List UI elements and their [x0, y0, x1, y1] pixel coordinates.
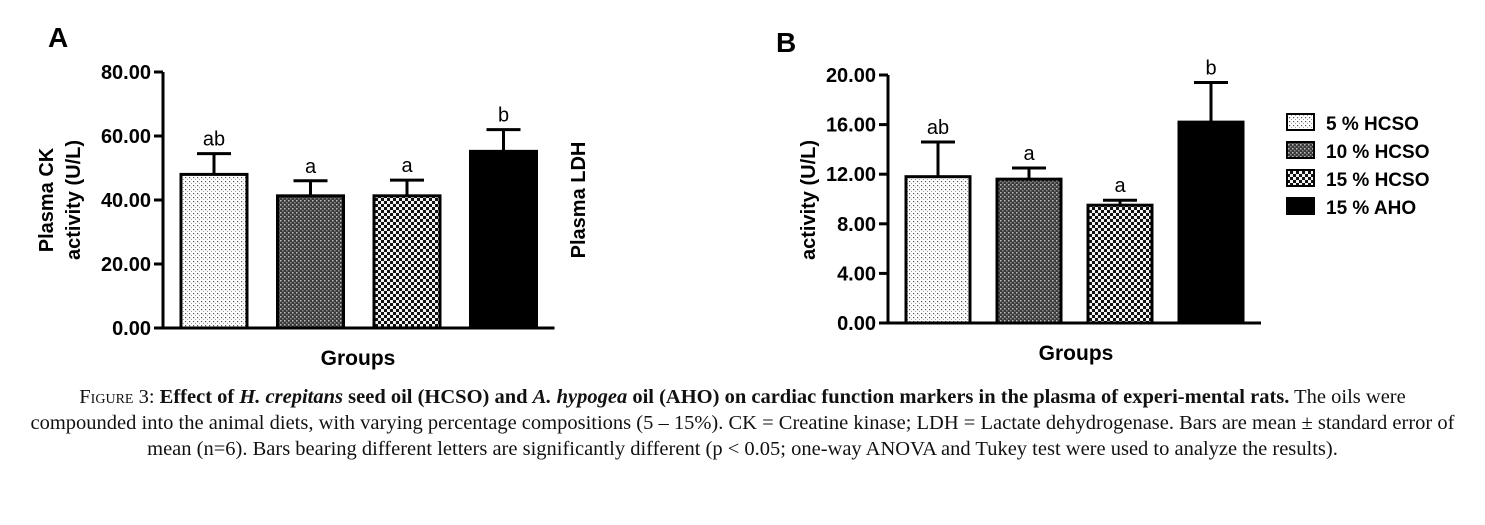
panel-b-ytick-label: 20.00 [826, 65, 876, 87]
panel-b-xlabel: Groups [1039, 342, 1114, 365]
legend-label-10-hcso: 10 % HCSO [1326, 142, 1429, 163]
panel-a-letter-15-aho: b [498, 105, 509, 127]
panel-b-ytick-label: 4.00 [837, 263, 876, 285]
panel-a-ytick-label: 60.00 [101, 126, 151, 148]
panel-b-chart: B Plasma LDH activity (U/L) 0.00 4.00 8.00… [568, 27, 1261, 365]
caption-title: Effect of H. crepitans seed oil (HCSO) a… [160, 386, 1290, 408]
panel-a-bar-10-hcso [276, 194, 345, 330]
figure-caption: Figure 3: Effect of H. crepitans seed oi… [30, 384, 1455, 462]
caption-bold-1: Effect of [159, 386, 240, 408]
panel-b-letter-10-hcso: a [1023, 143, 1035, 165]
legend-label-5-hcso: 5 % HCSO [1326, 114, 1419, 135]
panel-a-ytick-label: 80.00 [101, 62, 151, 84]
panel-b-ytick-label: 12.00 [826, 164, 876, 186]
caption-figure-word: Figure [79, 386, 134, 408]
legend-entry-15-aho: 15 % AHO [1286, 197, 1416, 219]
panel-b-bar-15-hcso [1086, 203, 1154, 325]
caption-bold-3: oil (AHO) on cardiac function markers in… [627, 386, 1290, 408]
panel-b-letter-15-hcso: a [1114, 175, 1126, 197]
caption-species-2: A. hypogea [532, 386, 628, 408]
figure-3: A Plasma CK activity (U/L) 0.00 20.00 40.0… [36, 22, 1429, 370]
caption-body: The oils were compounded into the animal… [30, 386, 1455, 460]
legend-entry-15-hcso: 15 % HCSO [1286, 169, 1429, 191]
panel-b-bar-5-hcso [904, 175, 972, 325]
panel-b-letter-5-hcso: ab [927, 117, 949, 139]
legend-swatch-10-hcso [1286, 141, 1315, 159]
legend-swatch-5-hcso [1286, 113, 1315, 131]
panel-a-letter-15-hcso: a [401, 155, 413, 177]
panel-a-bar-15-aho [469, 149, 538, 330]
panel-b-bar-15-aho [1177, 120, 1245, 325]
legend: 5 % HCSO 10 % HCSO 15 % HCSO 15 % AHO [1286, 113, 1429, 219]
legend-swatch-15-hcso [1286, 169, 1315, 187]
legend-swatch-15-aho [1286, 197, 1315, 215]
panel-b-ylabel-line1: Plasma LDH [568, 142, 590, 259]
panel-a-ytick-label: 20.00 [101, 254, 151, 276]
panel-b-ytick-label: 8.00 [837, 214, 876, 236]
panel-a-bar-5-hcso [179, 172, 249, 330]
panel-a-ylabel-line1: Plasma CK [36, 147, 58, 252]
legend-entry-10-hcso: 10 % HCSO [1286, 141, 1429, 163]
caption-figure-number: 3: [138, 386, 155, 408]
panel-b-label: B [776, 27, 796, 58]
caption-bold-2: seed oil (HCSO) and [343, 386, 533, 408]
caption-species-1: H. crepitans [239, 386, 344, 408]
panel-a-ylabel-line2: activity (U/L) [63, 140, 85, 260]
panel-a-ytick-label: 0.00 [112, 318, 151, 340]
panel-b-letter-15-aho: b [1205, 57, 1216, 79]
panel-a-letter-5-hcso: ab [203, 129, 225, 151]
panel-b-ytick-label: 16.00 [826, 115, 876, 137]
panel-a-chart: A Plasma CK activity (U/L) 0.00 20.00 40.0… [36, 22, 555, 370]
panel-a-letter-10-hcso: a [305, 156, 317, 178]
panel-a-xlabel: Groups [321, 347, 396, 370]
legend-entry-5-hcso: 5 % HCSO [1286, 113, 1419, 135]
panel-a-bar-15-hcso [372, 194, 442, 330]
legend-label-15-hcso: 15 % HCSO [1326, 170, 1429, 191]
panel-a-ytick-label: 40.00 [101, 190, 151, 212]
panel-b-ylabel-line2: activity (U/L) [798, 140, 820, 260]
panel-b-ytick-label: 0.00 [837, 313, 876, 335]
panel-a-label: A [48, 22, 68, 53]
panel-b-bar-10-hcso [995, 177, 1063, 325]
legend-label-15-aho: 15 % AHO [1326, 198, 1416, 219]
